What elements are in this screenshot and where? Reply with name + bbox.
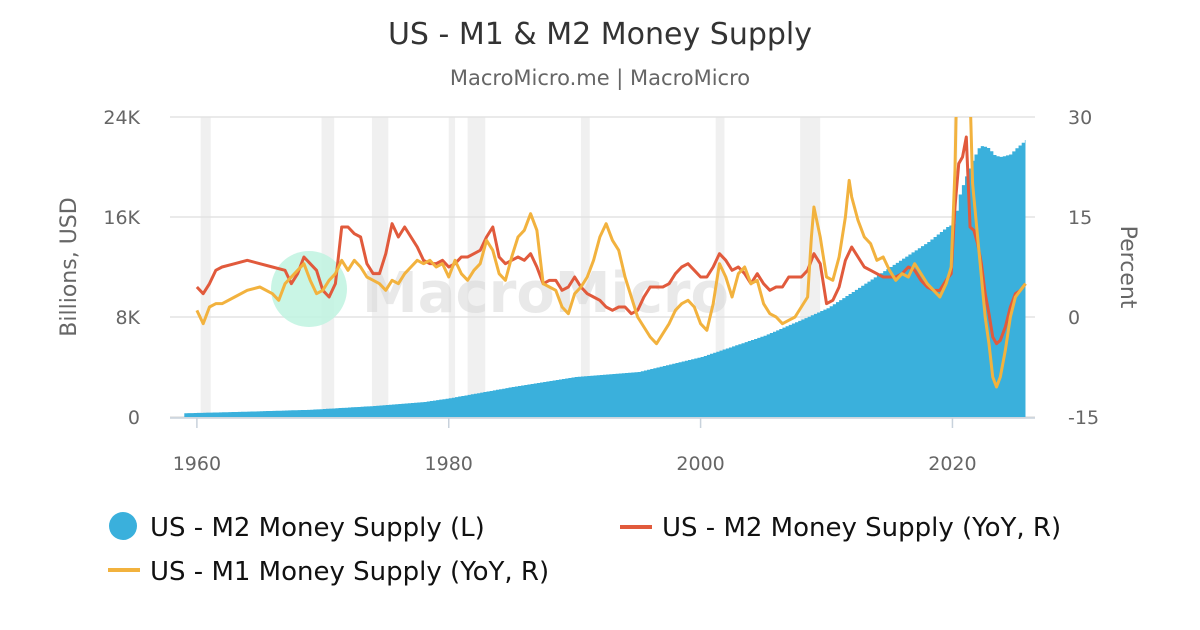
left-tick-label: 0: [128, 407, 140, 429]
m2-area: [184, 140, 1026, 418]
left-axis-label: Billions, USD: [57, 197, 82, 336]
x-tick-label: 1980: [425, 453, 473, 475]
legend-item-m1-yoy[interactable]: US - M1 Money Supply (YoY, R): [108, 557, 549, 587]
right-axis-ticks: -15 0 15 30: [1068, 107, 1099, 429]
legend-label-m1-yoy: US - M1 Money Supply (YoY, R): [150, 557, 549, 587]
right-axis-label: Percent: [1115, 226, 1140, 309]
chart-subtitle: MacroMicro.me | MacroMicro: [450, 66, 750, 91]
watermark-logo-icon: [271, 251, 347, 327]
m2-area-layer: [184, 140, 1026, 418]
x-tick-label: 1960: [173, 453, 221, 475]
right-tick-label: -15: [1068, 407, 1099, 429]
right-tick-label: 30: [1068, 107, 1092, 129]
left-axis-ticks: 0 8K 16K 24K: [103, 107, 140, 429]
left-tick-label: 8K: [115, 307, 140, 329]
left-tick-label: 16K: [103, 207, 140, 229]
legend-item-m2-yoy[interactable]: US - M2 Money Supply (YoY, R): [620, 513, 1061, 543]
m2-yoy-line: [195, 135, 1027, 346]
yoy-lines-layer: [195, 117, 1027, 389]
watermark-text: MacroMicro: [362, 261, 729, 326]
left-tick-label: 24K: [103, 107, 140, 129]
recession-band: [580, 117, 590, 417]
legend: US - M2 Money Supply (L) US - M2 Money S…: [108, 512, 1061, 587]
m1-yoy-line: [195, 117, 1027, 389]
x-tick-label: 2020: [928, 453, 976, 475]
right-tick-label: 0: [1068, 307, 1080, 329]
legend-label-m2: US - M2 Money Supply (L): [150, 513, 485, 543]
x-axis-ticks: 1960 1980 2000 2020: [173, 418, 977, 475]
chart-title: US - M1 & M2 Money Supply: [388, 17, 812, 52]
right-tick-label: 15: [1068, 207, 1092, 229]
legend-item-m2[interactable]: US - M2 Money Supply (L): [109, 512, 485, 543]
legend-swatch-m2-icon: [109, 512, 137, 540]
recession-band: [200, 117, 211, 417]
legend-label-m2-yoy: US - M2 Money Supply (YoY, R): [662, 513, 1061, 543]
x-tick-label: 2000: [676, 453, 724, 475]
watermark: MacroMicro: [271, 251, 729, 327]
